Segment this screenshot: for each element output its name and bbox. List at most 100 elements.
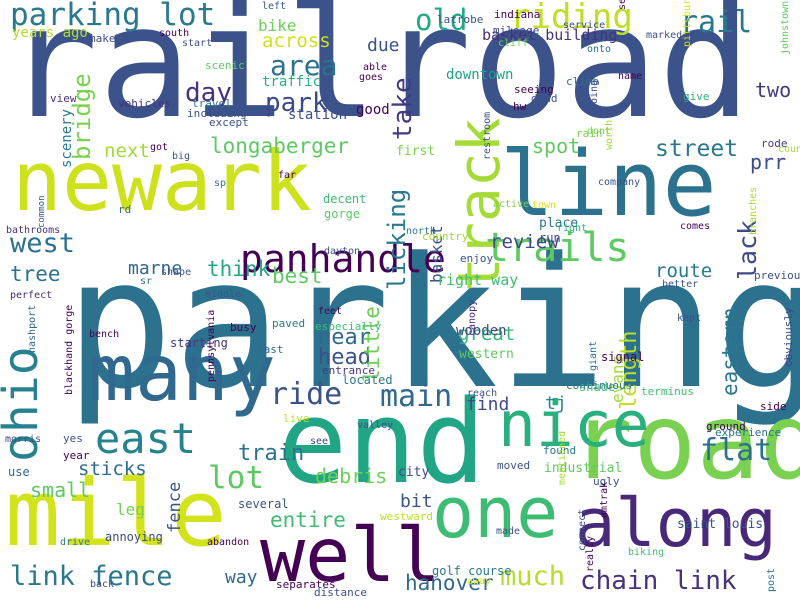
- cloud-word: first: [396, 144, 436, 159]
- cloud-word: previous: [754, 269, 800, 282]
- cloud-word: good: [356, 102, 390, 118]
- cloud-word: separates: [276, 578, 336, 591]
- cloud-word: spot: [532, 134, 581, 158]
- cloud-word: valley: [357, 420, 394, 431]
- cloud-word: left: [262, 1, 287, 12]
- cloud-word: street: [655, 136, 739, 162]
- cloud-word: parking: [65, 220, 800, 429]
- cloud-word: take: [388, 77, 418, 140]
- cloud-word: mileage: [493, 24, 540, 37]
- cloud-word: indiana: [494, 8, 541, 21]
- cloud-word: riding: [510, 0, 633, 37]
- cloud-word: blackhand gorge: [64, 304, 75, 395]
- cloud-word: johnstown: [780, 0, 791, 55]
- cloud-word: day: [185, 78, 232, 108]
- cloud-word: branches: [748, 186, 759, 235]
- cloud-word: bike: [258, 16, 297, 35]
- cloud-word: able: [363, 62, 388, 73]
- cloud-word: feet: [318, 306, 343, 317]
- cloud-word: along: [575, 484, 777, 562]
- cloud-word: way: [225, 567, 258, 588]
- cloud-word: especially: [315, 320, 382, 333]
- cloud-word: kept: [677, 313, 702, 324]
- cloud-word: perfect: [10, 290, 53, 301]
- cloud-word: link fence: [10, 561, 173, 592]
- cloud-word: obviously: [782, 307, 795, 367]
- cloud-word: got: [150, 142, 169, 153]
- cloud-word: big: [172, 151, 191, 162]
- cloud-word: pennsylvania: [206, 309, 217, 382]
- cloud-word: country: [422, 230, 469, 243]
- cloud-word: pittsburgh: [682, 0, 693, 47]
- cloud-word: located: [342, 373, 393, 387]
- cloud-word: saint louis: [677, 517, 764, 532]
- cloud-word: sp: [214, 178, 227, 189]
- cloud-word: yes: [63, 432, 83, 445]
- cloud-word: moved: [497, 459, 531, 472]
- cloud-word: company: [598, 177, 641, 188]
- cloud-word: east: [95, 414, 197, 463]
- cloud-word: marked: [646, 30, 683, 41]
- cloud-word: reach: [467, 388, 498, 399]
- cloud-word: enjoy: [460, 252, 494, 265]
- cloud-word: sr: [140, 276, 153, 287]
- cloud-word: paved: [272, 317, 306, 330]
- cloud-word: much: [500, 561, 566, 592]
- cloud-word: found: [543, 444, 577, 457]
- cloud-word: common: [37, 195, 47, 228]
- cloud-word: shape: [161, 267, 192, 278]
- cloud-word: several: [238, 497, 289, 511]
- cloud-word: chain link: [580, 566, 737, 596]
- cloud-word: tree: [10, 262, 61, 286]
- cloud-word: morris: [5, 434, 42, 445]
- cloud-word: decent: [323, 192, 367, 206]
- cloud-word: one: [432, 472, 559, 554]
- cloud-word: give: [683, 90, 710, 103]
- cloud-word: great: [458, 323, 516, 345]
- cloud-word: route: [655, 260, 713, 282]
- cloud-word: area: [270, 49, 338, 82]
- cloud-word: road: [570, 381, 800, 503]
- cloud-word: hanover: [405, 571, 494, 595]
- cloud-word: town: [532, 200, 557, 211]
- cloud-word: south: [159, 28, 190, 39]
- cloud-word: nashport: [27, 304, 38, 353]
- cloud-word: abandon: [207, 537, 250, 548]
- cloud-word: onto: [587, 44, 612, 55]
- cloud-word: canopy: [467, 299, 478, 336]
- cloud-word: giant: [588, 340, 599, 371]
- cloud-word: head: [318, 345, 371, 370]
- cloud-word: back: [90, 579, 115, 590]
- cloud-word: active: [493, 199, 530, 210]
- cloud-word: county: [778, 144, 800, 155]
- cloud-word: many: [88, 329, 276, 419]
- cloud-word: across: [262, 30, 331, 52]
- cloud-word: continuous: [566, 379, 633, 392]
- cloud-word: station: [288, 107, 348, 123]
- cloud-word: use: [8, 465, 30, 479]
- cloud-word: lot: [208, 460, 264, 496]
- cloud-word: make: [89, 32, 116, 45]
- cloud-word: scenery: [59, 108, 75, 168]
- cloud-word: mile: [5, 460, 227, 567]
- cloud-word: year: [63, 449, 90, 462]
- cloud-word: latrobe: [437, 13, 484, 26]
- cloud-word: start: [182, 38, 213, 49]
- cloud-word: downtown: [446, 67, 514, 83]
- cloud-word: traffic: [262, 74, 322, 90]
- cloud-word: city: [398, 465, 430, 480]
- cloud-word: post: [766, 567, 777, 592]
- cloud-word: dont: [587, 126, 612, 137]
- cloud-word: find: [466, 394, 510, 415]
- cloud-word: busy: [230, 321, 257, 334]
- cloud-word: years ago: [12, 25, 88, 41]
- cloud-word: nice: [498, 388, 650, 461]
- cloud-word: name: [618, 71, 643, 82]
- cloud-word: two: [755, 78, 792, 102]
- cloud-word: end: [278, 376, 486, 510]
- cloud-word: connect: [577, 508, 588, 551]
- cloud-word: ground: [706, 420, 746, 433]
- cloud-word: signal: [601, 350, 645, 364]
- cloud-word: industrial: [544, 461, 623, 476]
